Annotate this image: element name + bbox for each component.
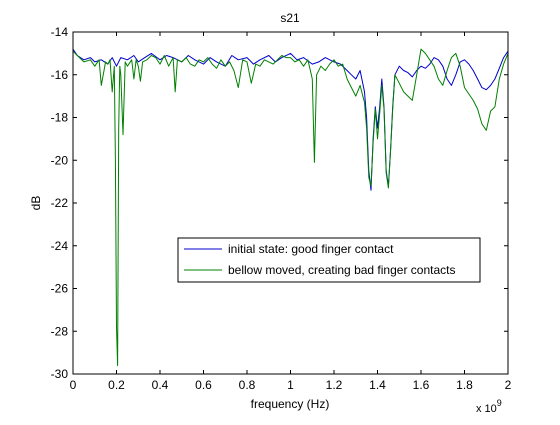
legend-box <box>177 237 481 283</box>
x-tick-label: 1.6 <box>413 378 430 392</box>
chart-title: s21 <box>280 11 300 25</box>
x-tick-label: 0 <box>70 378 77 392</box>
series-layer <box>72 48 509 366</box>
y-tick-label: -22 <box>51 196 69 210</box>
x-tick-label: 2 <box>505 378 512 392</box>
series-line-initial-state <box>72 48 509 191</box>
y-tick-label: -20 <box>51 153 69 167</box>
legend-label-bellow-moved: bellow moved, creating bad finger contac… <box>228 263 455 277</box>
y-tick-label: -26 <box>51 282 69 296</box>
y-tick-label: -24 <box>51 239 69 253</box>
legend: initial state: good finger contact bello… <box>177 237 481 283</box>
x-tick-label: 0.4 <box>152 378 169 392</box>
y-tick-label: -14 <box>51 25 69 39</box>
y-tick-label: -16 <box>51 68 69 82</box>
y-axis-label: dB <box>29 196 43 211</box>
x-axis-exponent: x 109 <box>476 398 502 415</box>
x-tick-label: 1 <box>287 378 294 392</box>
x-tick-label: 1.2 <box>326 378 343 392</box>
x-tick-label: 1.4 <box>369 378 386 392</box>
x-axis-label: frequency (Hz) <box>251 397 330 411</box>
x-tick-label: 0.8 <box>239 378 256 392</box>
x-tick-label: 1.8 <box>456 378 473 392</box>
y-axis-ticks: -14 -16 -18 -20 -22 -24 -26 -28 -30 <box>51 25 508 381</box>
legend-label-initial-state: initial state: good finger contact <box>228 242 394 256</box>
x-tick-label: 0.6 <box>195 378 212 392</box>
y-tick-label: -30 <box>51 367 69 381</box>
y-tick-label: -28 <box>51 324 69 338</box>
series-line-bellow-moved <box>72 48 509 366</box>
y-tick-label: -18 <box>51 111 69 125</box>
x-axis-ticks: 0 0.2 0.4 0.6 0.8 1 1.2 1.4 1.6 1.8 2 <box>70 32 512 392</box>
plot-area <box>73 32 508 374</box>
x-tick-label: 0.2 <box>108 378 125 392</box>
